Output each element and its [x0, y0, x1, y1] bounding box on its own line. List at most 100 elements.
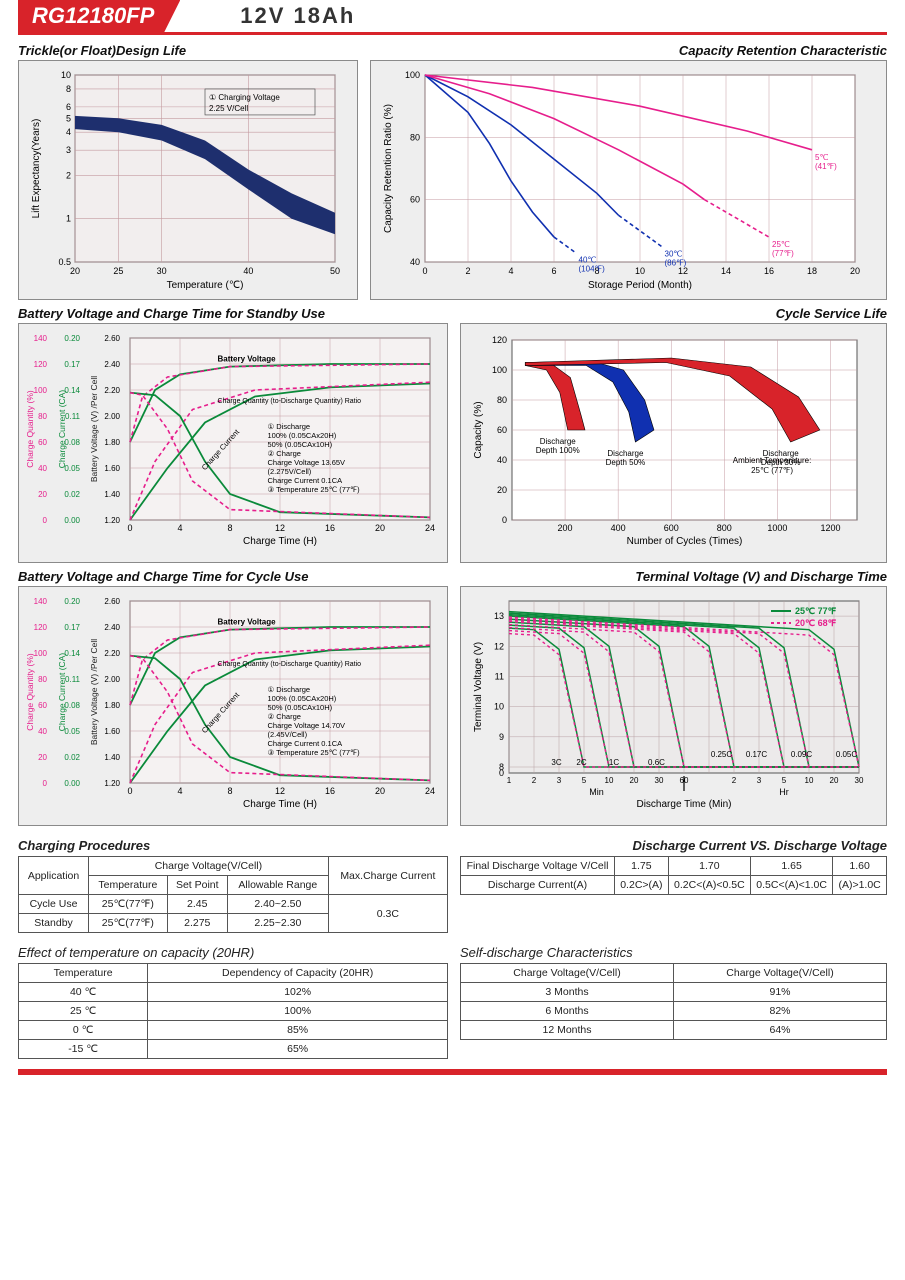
svg-text:Capacity (%): Capacity (%) [473, 401, 484, 458]
th-range: Allowable Range [227, 876, 328, 895]
chart-discharge: 12351020306023510203089101112130MinHr3C2… [460, 586, 887, 826]
svg-text:20: 20 [830, 776, 839, 785]
svg-text:40: 40 [410, 257, 420, 267]
svg-text:Temperature (℃): Temperature (℃) [167, 280, 244, 291]
svg-text:0.00: 0.00 [64, 779, 80, 788]
svg-text:1.80: 1.80 [104, 438, 120, 447]
svg-text:20: 20 [70, 266, 80, 276]
svg-text:0.00: 0.00 [64, 516, 80, 525]
chart-standby: 048121620240204060801001201400.000.020.0… [18, 323, 448, 563]
svg-text:Charge Voltage 14.70V: Charge Voltage 14.70V [268, 721, 346, 730]
table-row: Cycle Use 25℃(77℉) 2.45 2.40~2.50 0.3C [19, 895, 448, 914]
svg-text:24: 24 [425, 786, 435, 796]
svg-text:1000: 1000 [767, 523, 787, 533]
svg-text:0: 0 [127, 523, 132, 533]
th-cv: Charge Voltage(V/Cell) [89, 857, 329, 876]
table-row: 3 Months91% [461, 983, 887, 1002]
svg-text:10: 10 [494, 702, 504, 712]
table-title-dcdv: Discharge Current VS. Discharge Voltage [460, 838, 887, 853]
svg-text:0: 0 [127, 786, 132, 796]
svg-text:20: 20 [38, 490, 47, 499]
svg-text:5: 5 [582, 776, 587, 785]
svg-text:Number of Cycles (Times): Number of Cycles (Times) [627, 536, 743, 547]
svg-text:4: 4 [177, 786, 182, 796]
svg-text:20: 20 [375, 523, 385, 533]
svg-text:Battery Voltage (V) /Per Cell: Battery Voltage (V) /Per Cell [89, 639, 99, 745]
svg-text:0.11: 0.11 [65, 675, 81, 684]
svg-text:③ Temperature 25℃ (77℉): ③ Temperature 25℃ (77℉) [268, 485, 361, 494]
svg-text:Min: Min [589, 787, 604, 797]
svg-text:1: 1 [66, 214, 71, 224]
svg-text:25℃: 25℃ [772, 240, 790, 249]
svg-text:Charge Time (H): Charge Time (H) [243, 536, 317, 547]
svg-text:40: 40 [38, 464, 47, 473]
svg-text:12: 12 [275, 786, 285, 796]
svg-text:(86℉): (86℉) [665, 258, 687, 267]
svg-text:400: 400 [611, 523, 626, 533]
svg-text:Charge Current 0.1CA: Charge Current 0.1CA [268, 476, 343, 485]
svg-text:(104℉): (104℉) [579, 265, 606, 274]
svg-text:4: 4 [508, 266, 513, 276]
svg-text:① Charging Voltage: ① Charging Voltage [209, 93, 280, 102]
svg-text:5: 5 [66, 113, 71, 123]
svg-text:18: 18 [807, 266, 817, 276]
svg-text:Discharge: Discharge [540, 437, 577, 446]
svg-text:0.05C: 0.05C [836, 750, 858, 759]
chart-trickle: 20253040500.5123456810Temperature (℃)Lif… [18, 60, 358, 300]
svg-text:0.17: 0.17 [64, 360, 80, 369]
svg-text:8: 8 [66, 84, 71, 94]
svg-text:Battery Voltage: Battery Voltage [218, 354, 277, 363]
svg-text:0: 0 [43, 779, 48, 788]
svg-text:Charge Current (CA): Charge Current (CA) [57, 390, 67, 469]
svg-text:25℃ (77℉): 25℃ (77℉) [751, 466, 793, 475]
spec-text: 12V 18Ah [240, 3, 355, 29]
svg-text:2: 2 [532, 776, 537, 785]
svg-text:Charge Voltage 13.65V: Charge Voltage 13.65V [268, 458, 346, 467]
svg-text:2: 2 [732, 776, 737, 785]
svg-text:12: 12 [275, 523, 285, 533]
table-row: -15 ℃65% [19, 1040, 448, 1059]
th-temp: Temperature [89, 876, 168, 895]
svg-text:Discharge Time (Min): Discharge Time (Min) [636, 799, 731, 810]
svg-text:100: 100 [492, 365, 507, 375]
svg-text:30℃: 30℃ [665, 249, 683, 258]
chart-title-trickle: Trickle(or Float)Design Life [18, 43, 358, 58]
svg-text:100% (0.05CAx20H): 100% (0.05CAx20H) [268, 431, 337, 440]
svg-text:5℃: 5℃ [815, 153, 828, 162]
svg-text:140: 140 [34, 334, 48, 343]
table-title-selfd: Self-discharge Characteristics [460, 945, 887, 960]
svg-text:0: 0 [502, 515, 507, 525]
svg-text:2.40: 2.40 [104, 623, 120, 632]
svg-text:Battery Voltage (V) /Per Cell: Battery Voltage (V) /Per Cell [89, 376, 99, 482]
table-title-charging: Charging Procedures [18, 838, 448, 853]
svg-text:1200: 1200 [820, 523, 840, 533]
svg-text:0.5: 0.5 [58, 257, 71, 267]
chart-title-cycle-life: Cycle Service Life [460, 306, 887, 321]
table-temp: Temperature Dependency of Capacity (20HR… [18, 963, 448, 1059]
svg-text:1.60: 1.60 [104, 727, 120, 736]
svg-text:① Discharge: ① Discharge [268, 685, 311, 694]
svg-text:8: 8 [227, 523, 232, 533]
svg-text:3: 3 [66, 145, 71, 155]
svg-text:Terminal Voltage (V): Terminal Voltage (V) [473, 642, 484, 732]
svg-text:2C: 2C [576, 758, 586, 767]
svg-text:140: 140 [34, 597, 48, 606]
svg-text:100: 100 [34, 649, 48, 658]
svg-text:13: 13 [494, 611, 504, 621]
svg-text:1.20: 1.20 [104, 516, 120, 525]
svg-text:(2.45V/Cell): (2.45V/Cell) [268, 730, 308, 739]
chart-title-discharge: Terminal Voltage (V) and Discharge Time [460, 569, 887, 584]
svg-text:120: 120 [34, 623, 48, 632]
svg-text:2.00: 2.00 [104, 412, 120, 421]
svg-text:16: 16 [764, 266, 774, 276]
svg-text:12: 12 [494, 641, 504, 651]
svg-text:4: 4 [177, 523, 182, 533]
svg-text:30: 30 [655, 776, 664, 785]
table-row: 12 Months64% [461, 1021, 887, 1040]
svg-text:200: 200 [558, 523, 573, 533]
table-row: 0 ℃85% [19, 1021, 448, 1040]
svg-text:Ambient Temperature:: Ambient Temperature: [733, 456, 812, 465]
svg-text:② Charge: ② Charge [268, 712, 301, 721]
svg-text:Battery Voltage: Battery Voltage [218, 617, 277, 626]
chart-retention: 0246810121416182040608010040℃(104℉)30℃(8… [370, 60, 887, 300]
